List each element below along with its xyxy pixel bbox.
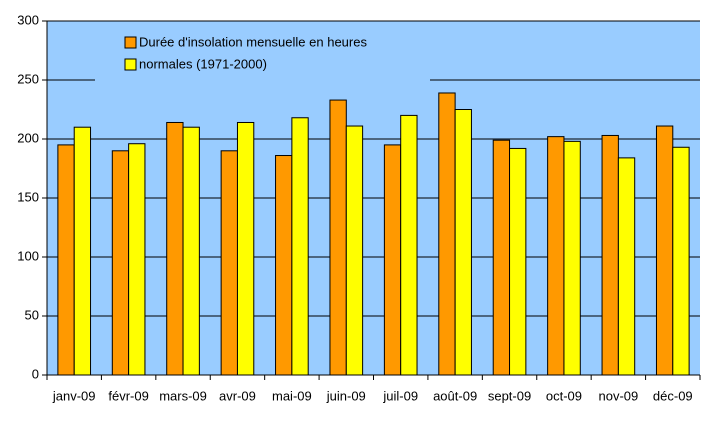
bar	[438, 92, 456, 376]
legend-label: Durée d'insolation mensuelle en heures	[139, 34, 367, 49]
x-tick-label: août-09	[433, 388, 477, 403]
bar	[383, 144, 402, 376]
y-tick-label: 0	[32, 366, 39, 381]
y-tick-label: 150	[17, 189, 39, 204]
x-tick-label: févr-09	[108, 388, 148, 403]
bar	[182, 126, 200, 376]
bar	[111, 150, 130, 376]
x-tick-label: déc-09	[653, 388, 693, 403]
bar	[57, 144, 75, 376]
legend	[95, 28, 430, 82]
x-tick-label: janv-09	[52, 388, 96, 403]
bar	[166, 121, 184, 376]
bar	[617, 157, 636, 376]
bar	[345, 125, 364, 376]
y-tick-label: 200	[17, 130, 39, 145]
x-tick-label: mai-09	[272, 388, 312, 403]
y-tick-label: 300	[17, 12, 39, 27]
bar	[220, 150, 238, 376]
bar	[275, 155, 293, 376]
x-tick-label: sept-09	[488, 388, 531, 403]
x-tick-label: avr-09	[219, 388, 256, 403]
x-tick-label: nov-09	[599, 388, 639, 403]
bar	[509, 147, 527, 376]
bar	[547, 136, 565, 376]
bar	[601, 134, 619, 376]
bar	[492, 139, 511, 376]
bar	[454, 109, 472, 376]
bar	[672, 146, 690, 376]
bar	[291, 117, 309, 376]
bar	[236, 121, 255, 376]
y-tick-label: 100	[17, 248, 39, 263]
y-tick-label: 50	[25, 307, 39, 322]
bar	[128, 143, 146, 376]
x-tick-label: mars-09	[159, 388, 207, 403]
x-tick-label: oct-09	[546, 388, 582, 403]
x-tick-label: juil-09	[382, 388, 418, 403]
legend-swatch	[124, 36, 137, 49]
y-tick-label: 250	[17, 71, 39, 86]
bar	[73, 126, 92, 376]
x-tick-label: juin-09	[326, 388, 366, 403]
bar	[655, 125, 674, 376]
legend-swatch	[124, 58, 137, 71]
bar	[563, 140, 581, 376]
bar	[400, 114, 418, 376]
bar	[329, 99, 347, 376]
legend-label: normales (1971-2000)	[139, 56, 267, 71]
